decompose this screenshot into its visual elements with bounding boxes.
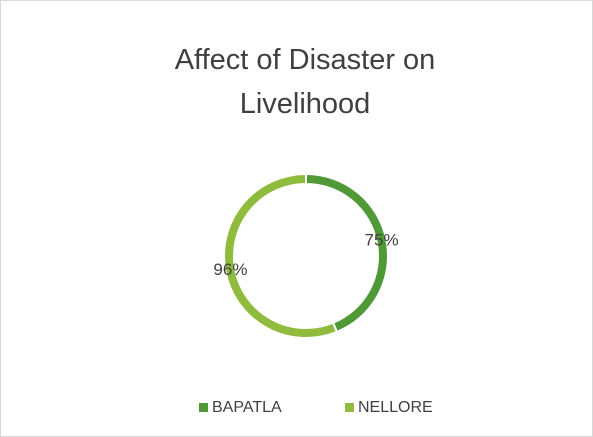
data-label: 75% <box>365 231 399 250</box>
legend-swatch <box>199 403 208 412</box>
legend-label: NELLORE <box>358 399 433 416</box>
legend-label: BAPATLA <box>212 399 282 416</box>
doughnut-segment <box>223 172 339 339</box>
doughnut-segment <box>305 172 389 334</box>
legend-swatch <box>345 403 354 412</box>
chart-title: Affect of Disaster on Livelihood <box>174 44 436 120</box>
data-label: 96% <box>213 260 247 279</box>
